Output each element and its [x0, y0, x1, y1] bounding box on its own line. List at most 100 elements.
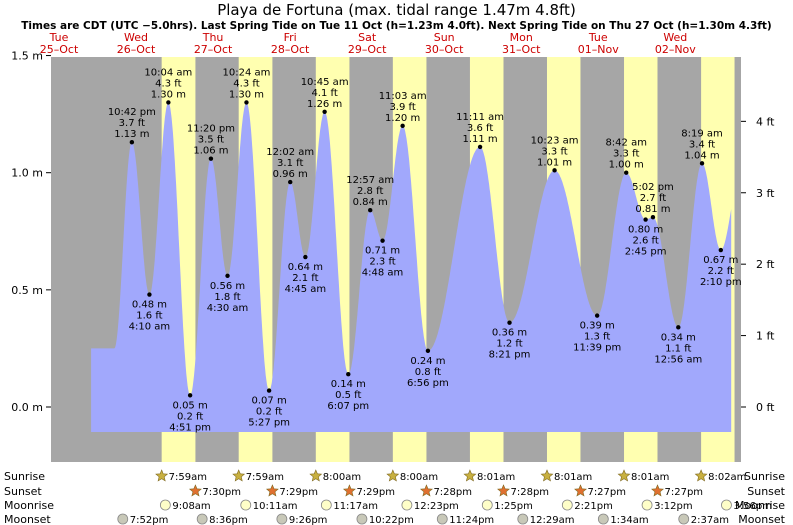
day-name: Thu: [202, 31, 224, 44]
day-date: 02–Nov: [655, 43, 696, 56]
moonset-time: 8:36pm: [209, 515, 248, 525]
day-headers: Tue25–OctWed26–OctThu27–OctFri28–OctSat2…: [40, 31, 697, 56]
tide-label: 0.14 m: [331, 379, 366, 390]
tide-label: 4:10 am: [129, 322, 171, 333]
day-date: 25–Oct: [40, 43, 79, 56]
sun-star-icon: [651, 484, 664, 497]
tide-label: 0.96 m: [273, 169, 308, 180]
moon-icon: [276, 513, 288, 525]
tide-point: [650, 215, 656, 220]
tide-label: 1.2 ft: [496, 339, 522, 350]
moonrise-row-label-right: Moonrise: [735, 499, 785, 512]
day-date: 31–Oct: [502, 43, 541, 56]
tide-label: 1.30 m: [151, 89, 186, 100]
tide-label: 2.1 ft: [292, 273, 318, 284]
day-name: Mon: [510, 31, 533, 44]
tide-point: [699, 161, 705, 166]
tide-label: 6:56 pm: [407, 378, 449, 389]
right-tick-label: 2 ft: [756, 258, 775, 271]
tide-label: 1.8 ft: [214, 292, 240, 303]
tide-label: 1.13 m: [114, 129, 149, 140]
sun-star-icon: [463, 469, 477, 482]
tide-label: 10:04 am: [144, 67, 192, 78]
tide-point: [400, 123, 405, 129]
tide-label: 1.6 ft: [136, 311, 162, 322]
day-name: Wed: [663, 31, 687, 44]
tide-label: 2.7 ft: [640, 193, 666, 204]
tide-label: 10:23 am: [531, 135, 579, 146]
day-date: 26–Oct: [117, 43, 156, 56]
moon-icon: [641, 499, 653, 511]
tide-label: 4.3 ft: [155, 78, 181, 89]
tide-label: 1.26 m: [307, 99, 342, 110]
sunset-time: 7:29pm: [356, 487, 395, 498]
tide-point: [266, 388, 272, 393]
tide-label: 3.6 ft: [467, 123, 493, 134]
sunrise-time: 7:59am: [246, 472, 284, 483]
day-date: 28–Oct: [271, 43, 310, 56]
day-name: Fri: [284, 31, 297, 44]
moon-icon: [240, 499, 252, 511]
sun-star-icon: [188, 484, 202, 497]
tide-label: 0.05 m: [173, 400, 208, 411]
moon-icon: [117, 513, 129, 525]
tide-point: [380, 238, 385, 243]
tide-point: [187, 393, 193, 398]
sun-star-icon: [265, 484, 279, 497]
tide-point: [425, 348, 431, 353]
moonrise-row-label: Moonrise: [4, 499, 54, 512]
moonrise-time: 12:23pm: [414, 501, 459, 512]
tide-label: 11:39 pm: [573, 343, 621, 354]
tide-area: [91, 102, 732, 433]
moonrise-time: 1:25pm: [494, 501, 533, 512]
moon-icon: [356, 513, 368, 525]
tide-point: [624, 170, 629, 175]
sunrise-row-label: Sunrise: [4, 470, 45, 483]
tide-point: [288, 179, 293, 185]
sunrise-time: 8:01am: [631, 472, 669, 483]
moon-icon: [320, 499, 332, 511]
tide-point: [346, 371, 351, 377]
moon-icon: [481, 499, 493, 511]
sun-star-icon: [232, 469, 246, 482]
tide-point: [594, 313, 600, 318]
tide-label: 4:51 pm: [169, 422, 211, 433]
tide-label: 1.00 m: [609, 160, 644, 171]
sun-star-icon: [617, 469, 631, 482]
moonset-time: 11:24pm: [449, 515, 494, 525]
tide-label: 0.84 m: [353, 197, 388, 208]
tide-point: [643, 217, 648, 222]
moonrise-time: 2:21pm: [574, 501, 613, 512]
tide-label: 4:48 am: [362, 268, 404, 279]
tide-label: 1.3 ft: [584, 332, 610, 343]
moonrise-time: 10:11am: [253, 501, 298, 512]
tide-label: 4:45 am: [285, 284, 327, 295]
tide-point: [244, 100, 249, 105]
tide-label: 4:30 am: [207, 303, 249, 314]
moon-icon: [159, 499, 171, 511]
day-name: Tue: [49, 31, 69, 44]
moon-icon: [517, 513, 529, 525]
moonrise-time: 9:08am: [172, 501, 210, 512]
moonset-time: 9:26pm: [289, 515, 328, 525]
axes: 1.5 m 1.0 m 0.5 m 0.0 m 4 ft 3 ft 2 ft 1 ft 0 ft: [11, 50, 775, 414]
left-tick-label: 0.0 m: [11, 401, 43, 414]
sun-star-icon: [342, 484, 356, 497]
tide-label: 0.8 ft: [415, 367, 441, 378]
tide-label: 2.8 ft: [357, 186, 383, 197]
tide-label: 2:45 pm: [625, 247, 667, 258]
tide-label: 1.11 m: [462, 134, 497, 145]
tide-point: [718, 247, 724, 253]
sun-star-icon: [419, 484, 433, 497]
tide-label: 4.1 ft: [311, 88, 337, 99]
day-date: 29–Oct: [348, 43, 387, 56]
tide-point: [477, 144, 483, 150]
moon-icon: [436, 513, 448, 525]
moon-icon: [401, 499, 413, 511]
sunrise-time: 8:01am: [554, 472, 592, 483]
day-name: Tue: [588, 31, 608, 44]
tide-label: 0.2 ft: [256, 407, 282, 418]
sun-star-icon: [540, 469, 554, 482]
sun-star-icon: [309, 469, 323, 482]
